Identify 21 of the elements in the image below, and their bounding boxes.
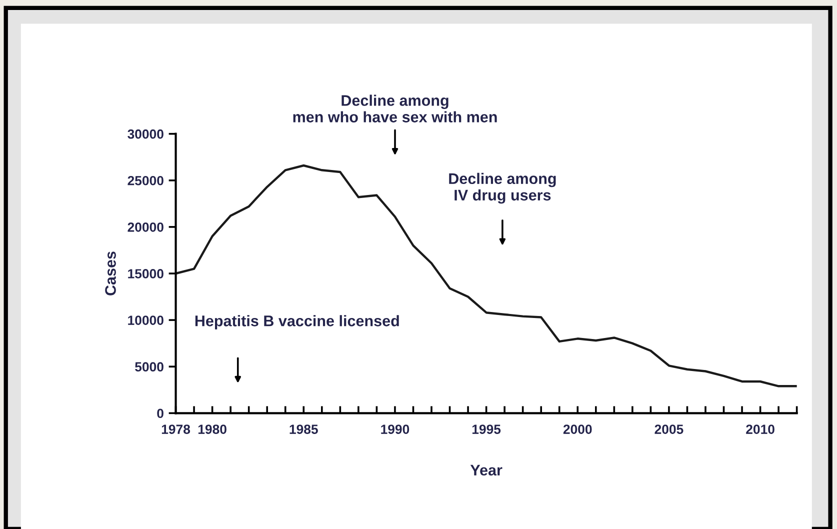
x-tick-label: 1990: [381, 424, 410, 434]
y-tick-label: 5000: [135, 362, 164, 372]
y-tick-label: 25000: [128, 176, 164, 186]
x-tick-label: 2000: [563, 424, 592, 434]
x-tick-label: 1985: [290, 424, 318, 434]
x-tick-label: 1995: [472, 424, 501, 434]
y-tick-label: 30000: [128, 129, 164, 139]
x-tick-label: 1978: [162, 424, 190, 434]
x-tick-label: 1980: [198, 424, 226, 434]
x-axis-title: Year: [470, 464, 502, 476]
x-tick-label: 2010: [746, 424, 774, 434]
y-tick-label: 0: [157, 408, 164, 418]
y-axis-title: Cases: [105, 252, 116, 296]
text: Decline among men who have sex with men: [293, 94, 497, 122]
y-tick-label: 15000: [128, 269, 164, 278]
annotation: Hepatitis B vaccine licensed: [195, 315, 399, 330]
y-tick-label: 20000: [128, 222, 164, 232]
annotation: Decline among IV drug users: [449, 172, 556, 204]
x-tick-label: 2005: [654, 424, 684, 434]
line-series: [176, 164, 797, 388]
y-tick-label: 10000: [128, 316, 164, 325]
